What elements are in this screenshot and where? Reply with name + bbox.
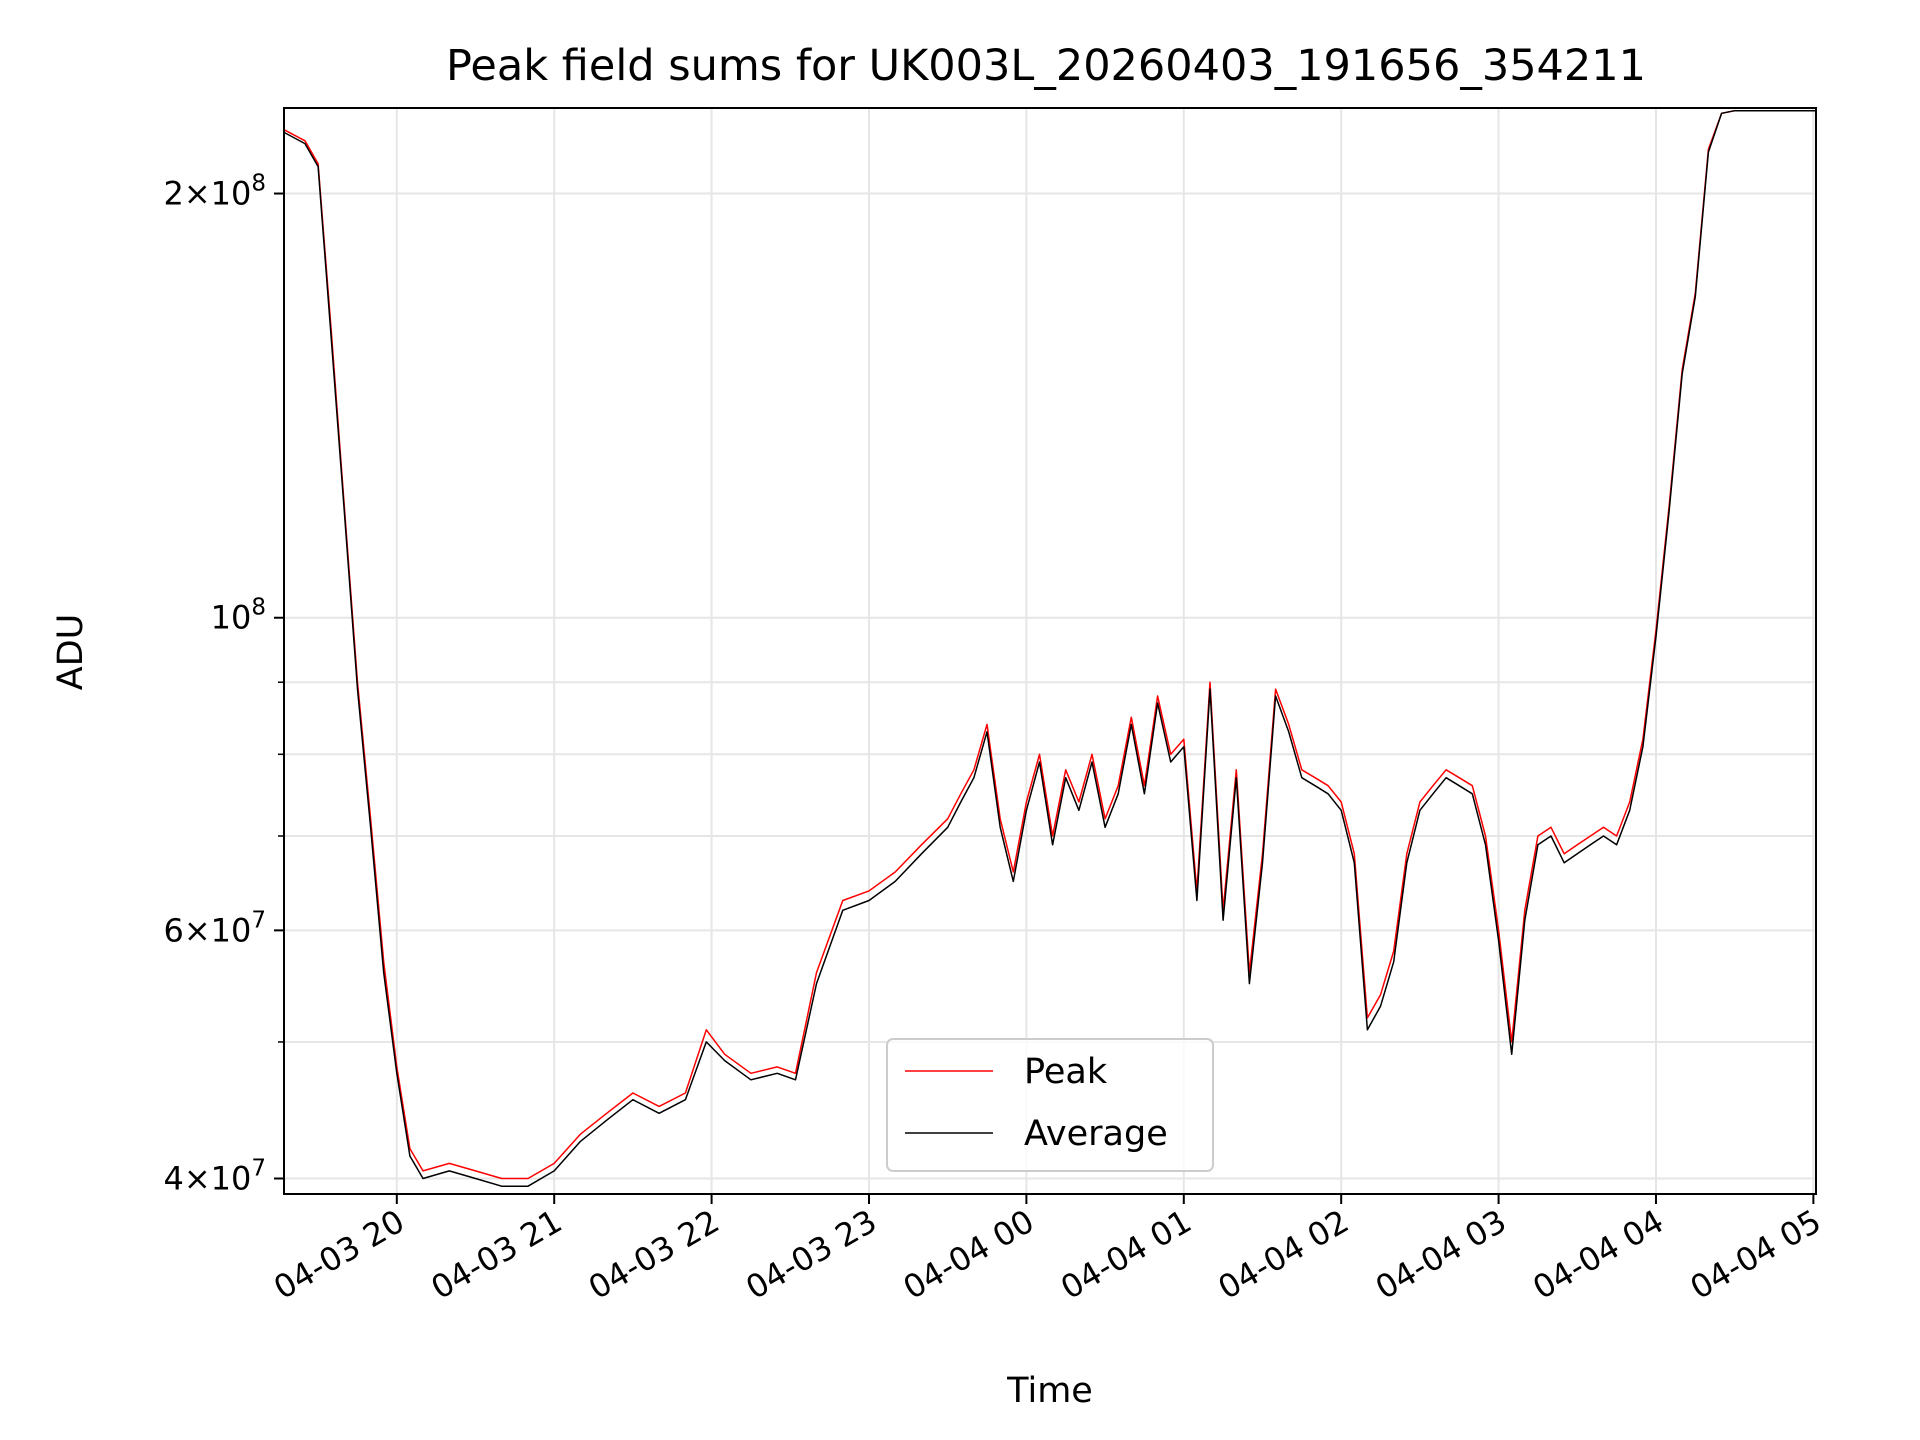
y-tick-label: 4×107: [163, 1156, 266, 1198]
y-axis: 4×107 6×107 108 2×108: [163, 171, 284, 1198]
plot-frame: [283, 107, 1817, 1195]
series-line-peak: [283, 109, 1816, 1180]
series-line-average: [283, 109, 1816, 1187]
x-axis-label: Time: [1006, 1371, 1093, 1411]
legend-label-peak: Peak: [1024, 1052, 1108, 1092]
y-tick-label: 2×108: [163, 171, 266, 213]
y-tick-label: 6×107: [163, 907, 266, 949]
y-axis-label: ADU: [51, 614, 91, 691]
y-tick-label: 108: [211, 595, 266, 637]
legend: Peak Average: [886, 1038, 1214, 1172]
legend-label-average: Average: [1024, 1114, 1168, 1154]
plot-lines: [283, 109, 1816, 1187]
chart-title: Peak field sums for UK003L_20260403_1916…: [446, 41, 1646, 91]
legend-box: [886, 1038, 1214, 1172]
